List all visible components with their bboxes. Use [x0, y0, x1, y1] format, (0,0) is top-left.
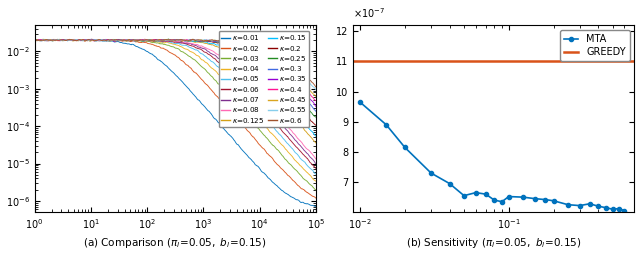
MTA [609, 208, 616, 211]
MTA [490, 199, 498, 202]
Legend: $\kappa$=0.01, $\kappa$=0.02, $\kappa$=0.03, $\kappa$=0.04, $\kappa$=0.05, $\kap: $\kappa$=0.01, $\kappa$=0.02, $\kappa$=0… [219, 31, 309, 127]
MTA [602, 206, 610, 209]
MTA [505, 195, 513, 198]
MTA [615, 207, 623, 210]
MTA [531, 197, 539, 200]
MTA [401, 146, 409, 149]
Line: MTA: MTA [358, 100, 627, 213]
MTA [564, 203, 572, 206]
MTA [460, 194, 468, 197]
MTA [427, 172, 435, 175]
MTA [550, 199, 557, 202]
X-axis label: (b) Sensitivity ($\pi_l\!=\!0.05,\ b_l\!=\!0.15$): (b) Sensitivity ($\pi_l\!=\!0.05,\ b_l\!… [406, 237, 582, 250]
MTA [541, 198, 548, 201]
MTA [383, 123, 390, 126]
MTA [586, 202, 593, 205]
Legend: MTA, GREEDY: MTA, GREEDY [560, 30, 630, 61]
MTA [472, 191, 479, 194]
X-axis label: (a) Comparison ($\pi_l\!=\!0.05,\ b_l\!=\!0.15$): (a) Comparison ($\pi_l\!=\!0.05,\ b_l\!=… [83, 237, 267, 250]
MTA [356, 101, 364, 104]
MTA [498, 200, 506, 203]
MTA [576, 204, 584, 207]
MTA [595, 205, 602, 208]
MTA [446, 182, 454, 185]
MTA [621, 209, 628, 212]
MTA [519, 196, 527, 199]
Text: $\times10^{-7}$: $\times10^{-7}$ [353, 6, 385, 20]
MTA [482, 193, 490, 196]
